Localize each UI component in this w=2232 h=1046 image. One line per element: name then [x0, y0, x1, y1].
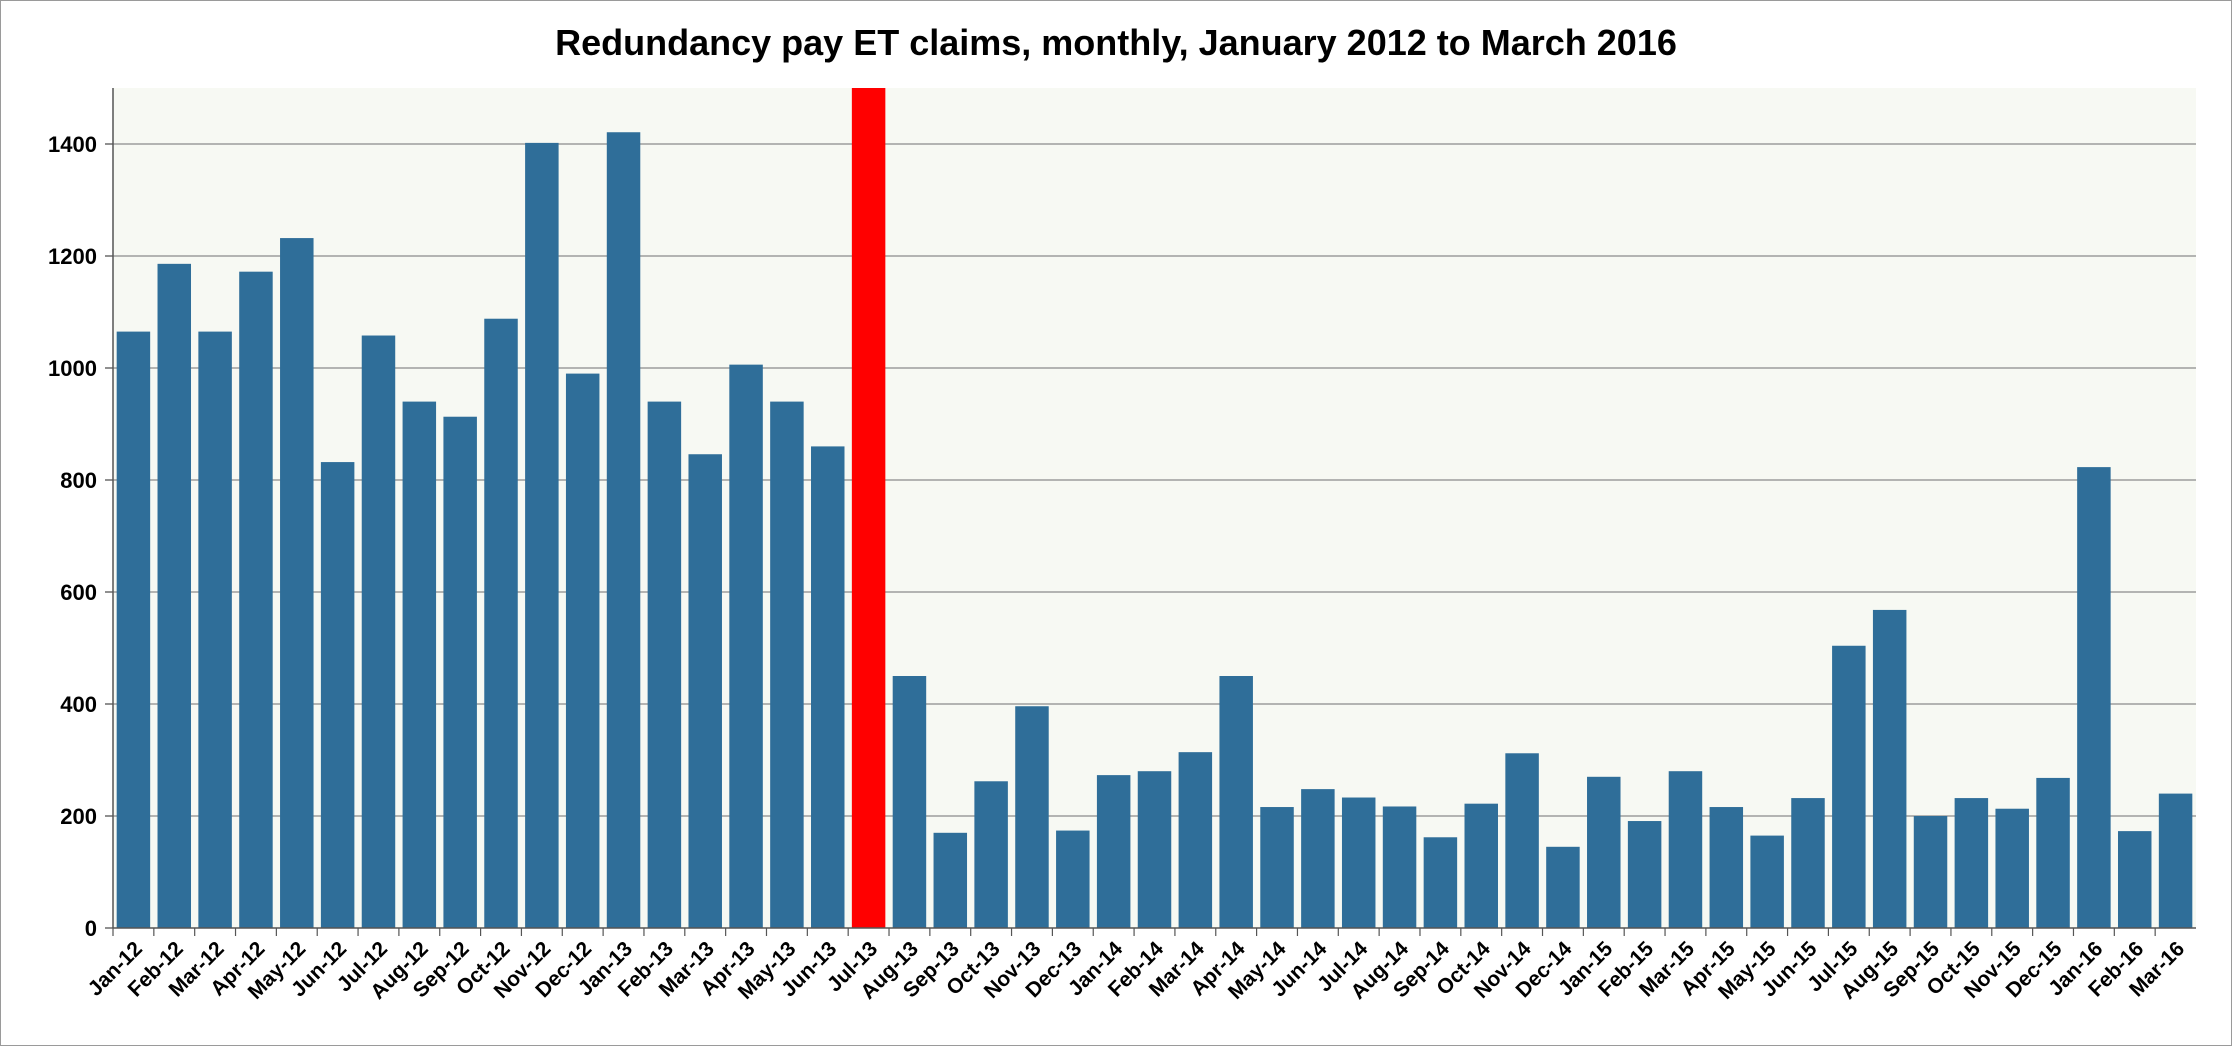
- y-tick-label: 600: [60, 580, 97, 605]
- bars: [116, 88, 2193, 929]
- y-tick-label: 200: [60, 804, 97, 829]
- bar-jul-12: [361, 335, 396, 928]
- bar-may-14: [1260, 807, 1294, 928]
- bar-mar-15: [1668, 771, 1703, 928]
- bar-oct-15: [1954, 798, 1989, 928]
- bar-jan-13: [606, 132, 641, 929]
- bar-aug-13: [892, 676, 927, 928]
- axes: [112, 88, 2196, 929]
- bar-may-15: [1750, 835, 1784, 928]
- bar-aug-15: [1872, 609, 1907, 928]
- bar-feb-16: [2117, 831, 2152, 928]
- bar-dec-15: [2036, 777, 2070, 928]
- bar-jun-12: [320, 462, 355, 928]
- bar-aug-14: [1382, 806, 1417, 928]
- y-tick-label: 1200: [48, 244, 97, 269]
- bar-jun-14: [1301, 789, 1335, 928]
- bar-sep-14: [1423, 837, 1458, 928]
- bar-apr-14: [1219, 676, 1253, 928]
- bar-feb-12: [157, 263, 192, 929]
- bar-may-12: [280, 238, 314, 928]
- y-tick-label: 800: [60, 468, 97, 493]
- bar-mar-16: [2158, 793, 2193, 928]
- bar-nov-13: [1015, 706, 1049, 928]
- bar-jan-16: [2077, 467, 2111, 928]
- y-tick-label: 1000: [48, 356, 97, 381]
- bar-dec-14: [1546, 846, 1580, 928]
- bar-oct-12: [484, 318, 518, 929]
- bar-may-13: [770, 401, 804, 929]
- bar-apr-13: [729, 364, 763, 928]
- bar-jun-13: [811, 446, 845, 928]
- bar-jan-15: [1587, 776, 1621, 928]
- bar-mar-12: [198, 331, 232, 929]
- y-tick-label: 0: [85, 916, 97, 941]
- bar-mar-13: [688, 454, 722, 928]
- bar-aug-12: [402, 401, 437, 929]
- chart-title: Redundancy pay ET claims, monthly, Janua…: [555, 22, 1677, 63]
- bar-feb-15: [1627, 821, 1662, 928]
- bar-oct-13: [974, 781, 1008, 928]
- bar-sep-13: [933, 832, 968, 928]
- bar-dec-13: [1056, 830, 1090, 928]
- bar-nov-15: [1995, 808, 2029, 928]
- bar-sep-12: [443, 416, 477, 928]
- bar-feb-14: [1137, 771, 1172, 928]
- bar-oct-14: [1464, 803, 1498, 928]
- bar-nov-12: [525, 142, 559, 928]
- bar-dec-12: [565, 373, 600, 929]
- bar-apr-12: [239, 271, 273, 928]
- bar-sep-15: [1913, 816, 1948, 928]
- bar-apr-15: [1709, 807, 1744, 928]
- x-tick-labels: Jan-12Feb-12Mar-12Apr-12May-12Jun-12Jul-…: [84, 937, 2189, 1004]
- bar-jan-12: [116, 331, 151, 929]
- y-tick-label: 1400: [48, 132, 97, 157]
- bar-jul-15: [1832, 645, 1866, 928]
- y-tick-label: 400: [60, 692, 97, 717]
- bar-jul-13: [851, 88, 886, 928]
- bar-mar-14: [1178, 752, 1213, 928]
- bar-jan-14: [1096, 775, 1131, 928]
- bar-jul-14: [1341, 797, 1376, 928]
- bar-jun-15: [1791, 798, 1825, 928]
- bar-nov-14: [1505, 753, 1539, 928]
- y-tick-labels: 0 200 400 600 800 1000 1200 1400: [48, 132, 97, 941]
- bar-feb-13: [647, 401, 682, 929]
